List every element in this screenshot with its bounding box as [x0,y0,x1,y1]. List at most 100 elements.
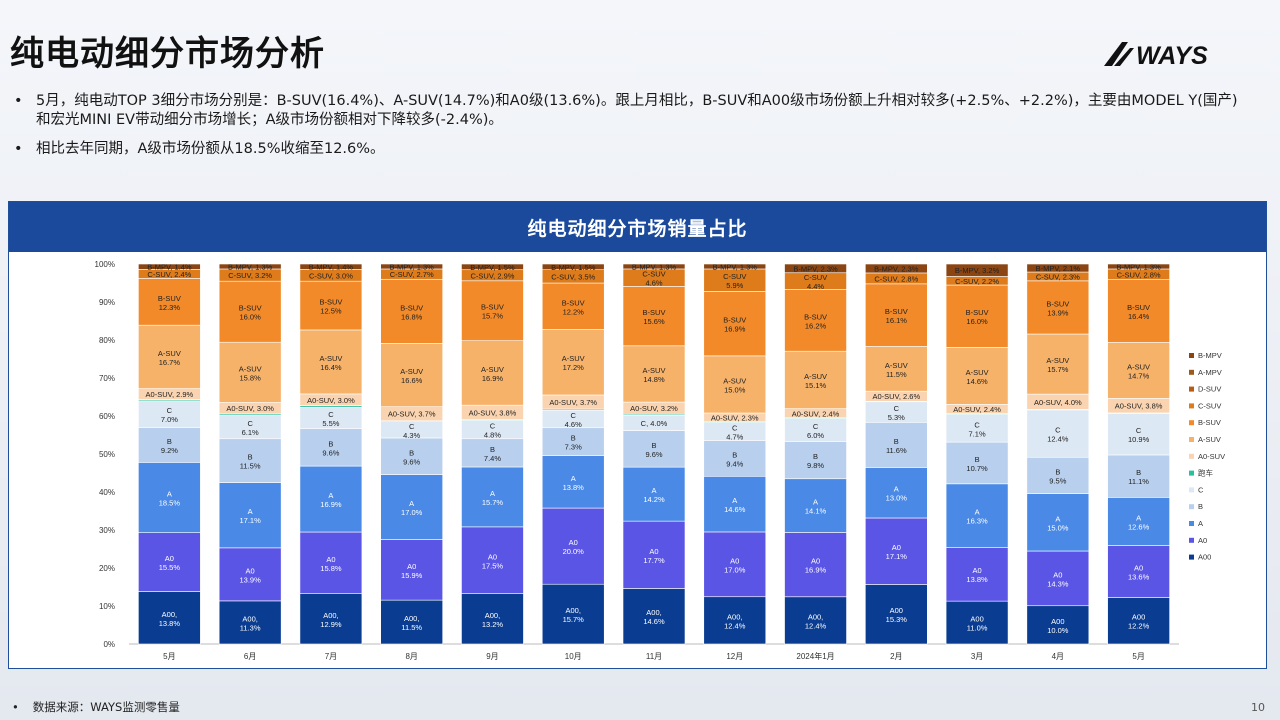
bar-segment-A [299,465,363,533]
bar-segment-B [1026,456,1090,494]
data-label: A-SUV [885,361,908,370]
summary-bullets: • 5月，纯电动TOP 3细分市场分别是：B-SUV(16.4%)、A-SUV(1… [14,92,1244,169]
data-label: C [1136,426,1142,435]
data-label: 12.4% [724,621,746,630]
data-label: A [732,496,737,505]
legend-swatch [1189,521,1194,526]
data-label: B-SUV [643,308,666,317]
data-label: 9.4% [726,459,743,468]
data-label: A-SUV [804,372,827,381]
bar-segment-B [945,441,1009,485]
bar-segment-B [622,430,686,468]
data-label: 14.6% [966,377,988,386]
data-label: 16.6% [401,376,423,385]
data-label: 15.0% [724,385,746,394]
bar-segment-B-SUV [380,278,443,344]
bar-segment-A [1026,493,1090,552]
bullet-dot: • [14,93,23,109]
data-label: C-SUV, 3.5% [551,272,595,281]
legend-label: A0 [1198,536,1207,545]
bar-segment-B [218,438,282,483]
legend-swatch [1189,504,1194,510]
data-label: A [813,498,818,507]
page-number: 10 [1251,701,1265,714]
data-label: 16.1% [886,316,908,325]
data-label: 11.5% [240,462,261,471]
bar-segment-A00 [1107,597,1170,645]
data-label: 15.6% [643,317,665,326]
data-label: A0 [811,557,820,566]
data-label: B [248,453,253,462]
bar-segment-B-MPV [380,263,443,270]
data-label: A [651,486,656,495]
data-label: A00 [1051,617,1064,626]
data-label: A0-SUV, 3.0% [226,404,274,413]
bar-segment-B-SUV [703,291,767,357]
data-label: 12.2% [563,307,585,316]
data-label: A-SUV [1127,362,1150,371]
bar-segment-B-SUV [622,286,686,347]
data-label: A-SUV [562,354,585,363]
data-label: B-MPV, 2.3% [874,264,919,273]
data-label: C [328,410,334,419]
data-label: B-MPV, 1.5% [551,263,596,272]
data-label: 16.2% [805,321,827,330]
chart-panel: 纯电动细分市场销量占比 0% 10% 20% 30% 40% 50% 60% 70% 80% 90… [8,201,1267,669]
data-label: A0-SUV, 3.7% [549,398,597,407]
bar-segment-A-SUV [703,355,767,414]
data-label: B-MPV, 1.4% [309,263,354,272]
data-label: B-MPV, 3.2% [955,266,1000,275]
bar-segment-B-SUV [1107,279,1170,343]
data-label: 16.9% [320,500,342,509]
page-title: 纯电动细分市场分析 [10,34,325,74]
data-label: C-SUV, 3.2% [228,271,272,280]
y-tick-label: 10% [99,602,115,611]
data-label: 17.5% [482,561,504,570]
logo-text: WAYS [1136,42,1208,70]
bar-segment-A-SUV [218,341,282,403]
data-label: 9.8% [807,461,824,470]
bar-segment-A-SUV [138,324,201,389]
bar-segment-A0 [138,532,201,592]
chart-title: 纯电动细分市场销量占比 [9,202,1266,252]
data-label: 16.4% [1128,312,1150,321]
data-label: 17.1% [886,552,908,561]
data-label: 15.7% [482,312,504,321]
legend-label: A-MPV [1198,368,1222,377]
legend-label: B [1198,502,1203,511]
data-label: A00 [970,615,983,624]
x-tick-label: 2024年1月 [796,651,834,661]
data-label: 7.0% [161,415,178,424]
legend-label: B-MPV [1198,351,1222,360]
bar-segment-A0 [1026,550,1090,607]
data-label: 7.1% [969,429,986,438]
data-label: 16.9% [805,566,827,575]
data-label: 5.9% [726,281,743,290]
bar-segment-A [218,482,282,549]
bar-segment-B [1107,454,1170,498]
data-label: 15.9% [401,571,423,580]
x-tick-label: 4月 [1052,652,1064,661]
data-label: A0-SUV, 2.3% [711,413,759,422]
y-tick-label: 60% [99,412,115,421]
data-label: 12.4% [805,621,827,630]
x-tick-label: 6月 [244,652,256,661]
bar-segment-A-SUV [1107,341,1170,399]
bar-segment-B [541,427,605,456]
data-label: 4.6% [565,420,582,429]
bar-segment-A-SUV [380,343,443,407]
bar-segment-C [1026,409,1090,458]
data-label: 13.2% [482,620,504,629]
data-label: B-SUV [723,316,746,325]
bar-segment-B-MPV [461,263,524,271]
bullet-item: • 相比去年同期，A级市场份额从18.5%收缩至12.6%。 [14,140,1244,159]
data-label: B-SUV [1046,299,1069,308]
y-tick-label: 0% [103,640,115,649]
data-label: A-SUV [481,365,504,374]
data-label: 14.3% [1047,579,1069,588]
bar-segment-A-SUV [299,329,363,395]
bar-segment-A00 [541,583,605,645]
bar-segment-B [461,438,524,468]
data-label: 15.5% [159,563,181,572]
x-tick-label: 11月 [646,652,662,661]
